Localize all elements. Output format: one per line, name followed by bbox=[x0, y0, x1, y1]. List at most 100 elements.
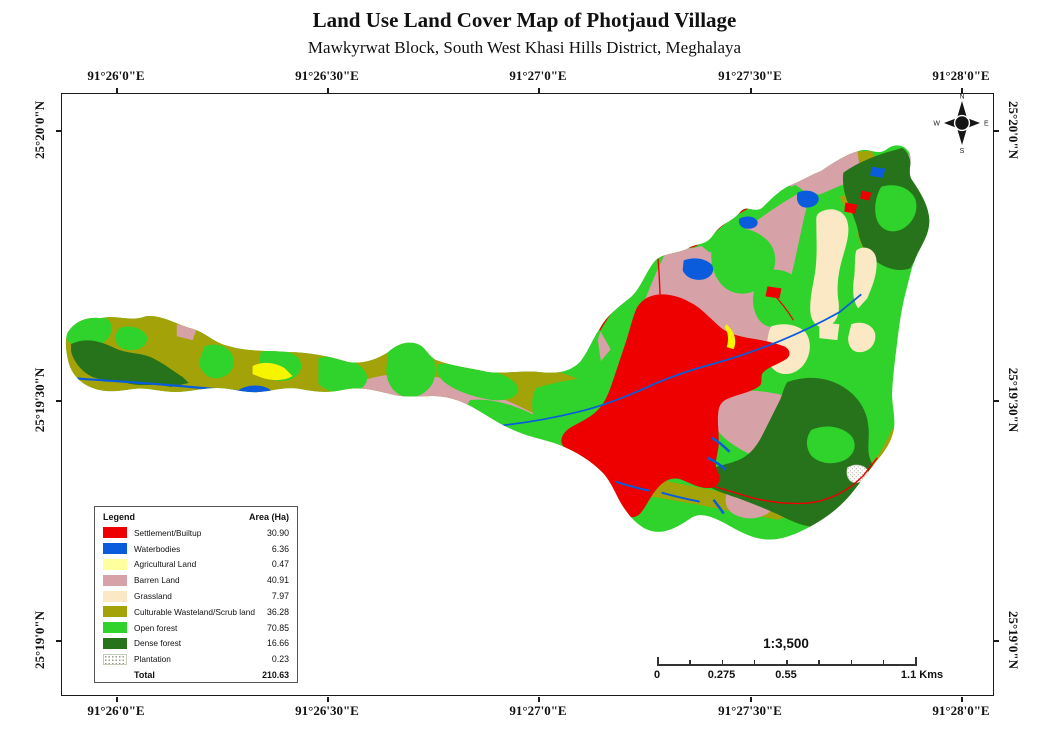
legend-swatch bbox=[103, 590, 127, 602]
scale-tick bbox=[915, 656, 917, 666]
legend-total-value: 210.63 bbox=[262, 670, 289, 681]
lat-label-left: 25°19'0"N bbox=[32, 611, 47, 669]
legend-value: 70.85 bbox=[266, 622, 289, 633]
legend-swatch bbox=[103, 606, 127, 618]
legend-swatch bbox=[103, 527, 127, 539]
legend-total-label: Total bbox=[134, 670, 155, 681]
lat-label-right: 25°19'30"N bbox=[1006, 367, 1021, 433]
lulc-map bbox=[65, 145, 930, 540]
legend-value: 16.66 bbox=[266, 638, 289, 649]
legend-value: 6.36 bbox=[271, 543, 289, 554]
compass-s-label: S bbox=[960, 148, 965, 154]
grid-tick bbox=[56, 130, 61, 132]
lon-label-bottom: 91°28'0"E bbox=[932, 703, 990, 718]
grid-tick bbox=[56, 640, 61, 642]
legend-label: Culturable Wasteland/Scrub land bbox=[134, 606, 255, 617]
region-settlement-pond-village bbox=[250, 394, 270, 411]
legend-rows: Settlement/Builtup 30.90 Waterbodies 6.36 Ag… bbox=[103, 525, 289, 667]
grid-tick bbox=[750, 697, 752, 702]
scale-tick-label: 1.1 Kms bbox=[900, 669, 944, 681]
scale-tick-label: 0.275 bbox=[707, 669, 736, 681]
legend-row: Plantation 0.23 bbox=[103, 651, 289, 667]
legend-row: Waterbodies 6.36 bbox=[103, 541, 289, 557]
legend: Legend Area (Ha) Settlement/Builtup 30.90… bbox=[94, 506, 298, 683]
legend-row: Open forest 70.85 bbox=[103, 620, 289, 636]
legend-label: Plantation bbox=[134, 654, 171, 665]
legend-swatch bbox=[103, 543, 127, 555]
legend-value: 7.97 bbox=[271, 591, 289, 602]
scale-tick bbox=[689, 660, 691, 666]
compass-w-label: W bbox=[933, 121, 940, 128]
compass-rose: N E S W bbox=[933, 94, 989, 155]
grid-tick bbox=[116, 697, 118, 702]
legend-row: Dense forest 16.66 bbox=[103, 636, 289, 652]
lat-label-right: 25°19'0"N bbox=[1006, 611, 1021, 669]
page-title: Land Use Land Cover Map of Photjaud Vill… bbox=[312, 8, 737, 32]
legend-label: Settlement/Builtup bbox=[134, 527, 202, 538]
grid-tick bbox=[56, 400, 61, 402]
grid-tick bbox=[750, 88, 752, 93]
scale-tick bbox=[657, 656, 659, 666]
region-agricultural-land bbox=[252, 324, 736, 381]
legend-value: 0.47 bbox=[271, 559, 289, 570]
legend-label: Waterbodies bbox=[134, 543, 181, 554]
legend-row: Barren Land 40.91 bbox=[103, 572, 289, 588]
scale-tick-label: 0.55 bbox=[775, 669, 797, 681]
scale-tick bbox=[850, 660, 852, 666]
scale-tick-label: 0 bbox=[653, 669, 661, 681]
legend-title: Legend bbox=[103, 512, 136, 522]
page-subtitle: Mawkyrwat Block, South West Khasi Hills … bbox=[307, 38, 742, 57]
legend-row: Agricultural Land 0.47 bbox=[103, 557, 289, 573]
legend-swatch bbox=[103, 574, 127, 586]
legend-row: Settlement/Builtup 30.90 bbox=[103, 525, 289, 541]
grid-tick bbox=[538, 697, 540, 702]
scale-tick bbox=[753, 660, 756, 666]
legend-value: 36.28 bbox=[266, 606, 289, 617]
lon-label-top: 91°27'30"E bbox=[718, 68, 782, 83]
scale-tick bbox=[882, 660, 885, 666]
legend-swatch bbox=[103, 558, 127, 570]
lon-label-bottom: 91°27'0"E bbox=[509, 703, 567, 718]
lon-label-bottom: 91°26'30"E bbox=[295, 703, 359, 718]
legend-label: Dense forest bbox=[134, 638, 182, 649]
compass-e-label: E bbox=[984, 121, 989, 128]
lon-label-bottom: 91°27'30"E bbox=[718, 703, 782, 718]
lon-label-top: 91°27'0"E bbox=[509, 68, 567, 83]
legend-area-header: Area (Ha) bbox=[248, 512, 289, 522]
region-open-forest-notches bbox=[806, 185, 917, 464]
scale-tick bbox=[721, 660, 723, 666]
compass-n-label: N bbox=[959, 94, 964, 101]
grid-tick bbox=[994, 400, 999, 402]
grid-tick bbox=[994, 130, 999, 132]
scale-bar: 1:3,500 0 0.275 0.55 1.1 Kms bbox=[650, 636, 980, 691]
legend-label: Barren Land bbox=[134, 575, 180, 586]
scale-ratio: 1:3,500 bbox=[763, 636, 809, 651]
legend-swatch bbox=[103, 637, 127, 649]
lon-label-bottom: 91°26'0"E bbox=[87, 703, 145, 718]
grid-tick bbox=[538, 88, 540, 93]
lon-label-top: 91°28'0"E bbox=[932, 68, 990, 83]
scale-tick bbox=[818, 660, 820, 666]
lat-label-right: 25°20'0"N bbox=[1006, 101, 1021, 159]
lon-label-top: 91°26'0"E bbox=[87, 68, 145, 83]
legend-label: Grassland bbox=[134, 591, 172, 602]
legend-value: 40.91 bbox=[266, 575, 289, 586]
lat-label-left: 25°19'30"N bbox=[32, 367, 47, 433]
legend-label: Agricultural Land bbox=[134, 559, 197, 570]
scale-tick bbox=[786, 660, 788, 666]
grid-tick bbox=[116, 88, 118, 93]
grid-tick bbox=[961, 88, 963, 93]
legend-row: Culturable Wasteland/Scrub land 36.28 bbox=[103, 604, 289, 620]
grid-tick bbox=[961, 697, 963, 702]
grid-tick bbox=[327, 697, 329, 702]
north-arrow-icon bbox=[944, 101, 980, 145]
legend-value: 0.23 bbox=[271, 654, 289, 665]
lon-label-top: 91°26'30"E bbox=[295, 68, 359, 83]
grid-tick bbox=[994, 640, 999, 642]
legend-label: Open forest bbox=[134, 622, 178, 633]
legend-total-row: Total 210.63 bbox=[103, 667, 289, 683]
legend-swatch bbox=[103, 653, 127, 665]
lat-label-left: 25°20'0"N bbox=[32, 101, 47, 159]
legend-row: Grassland 7.97 bbox=[103, 588, 289, 604]
